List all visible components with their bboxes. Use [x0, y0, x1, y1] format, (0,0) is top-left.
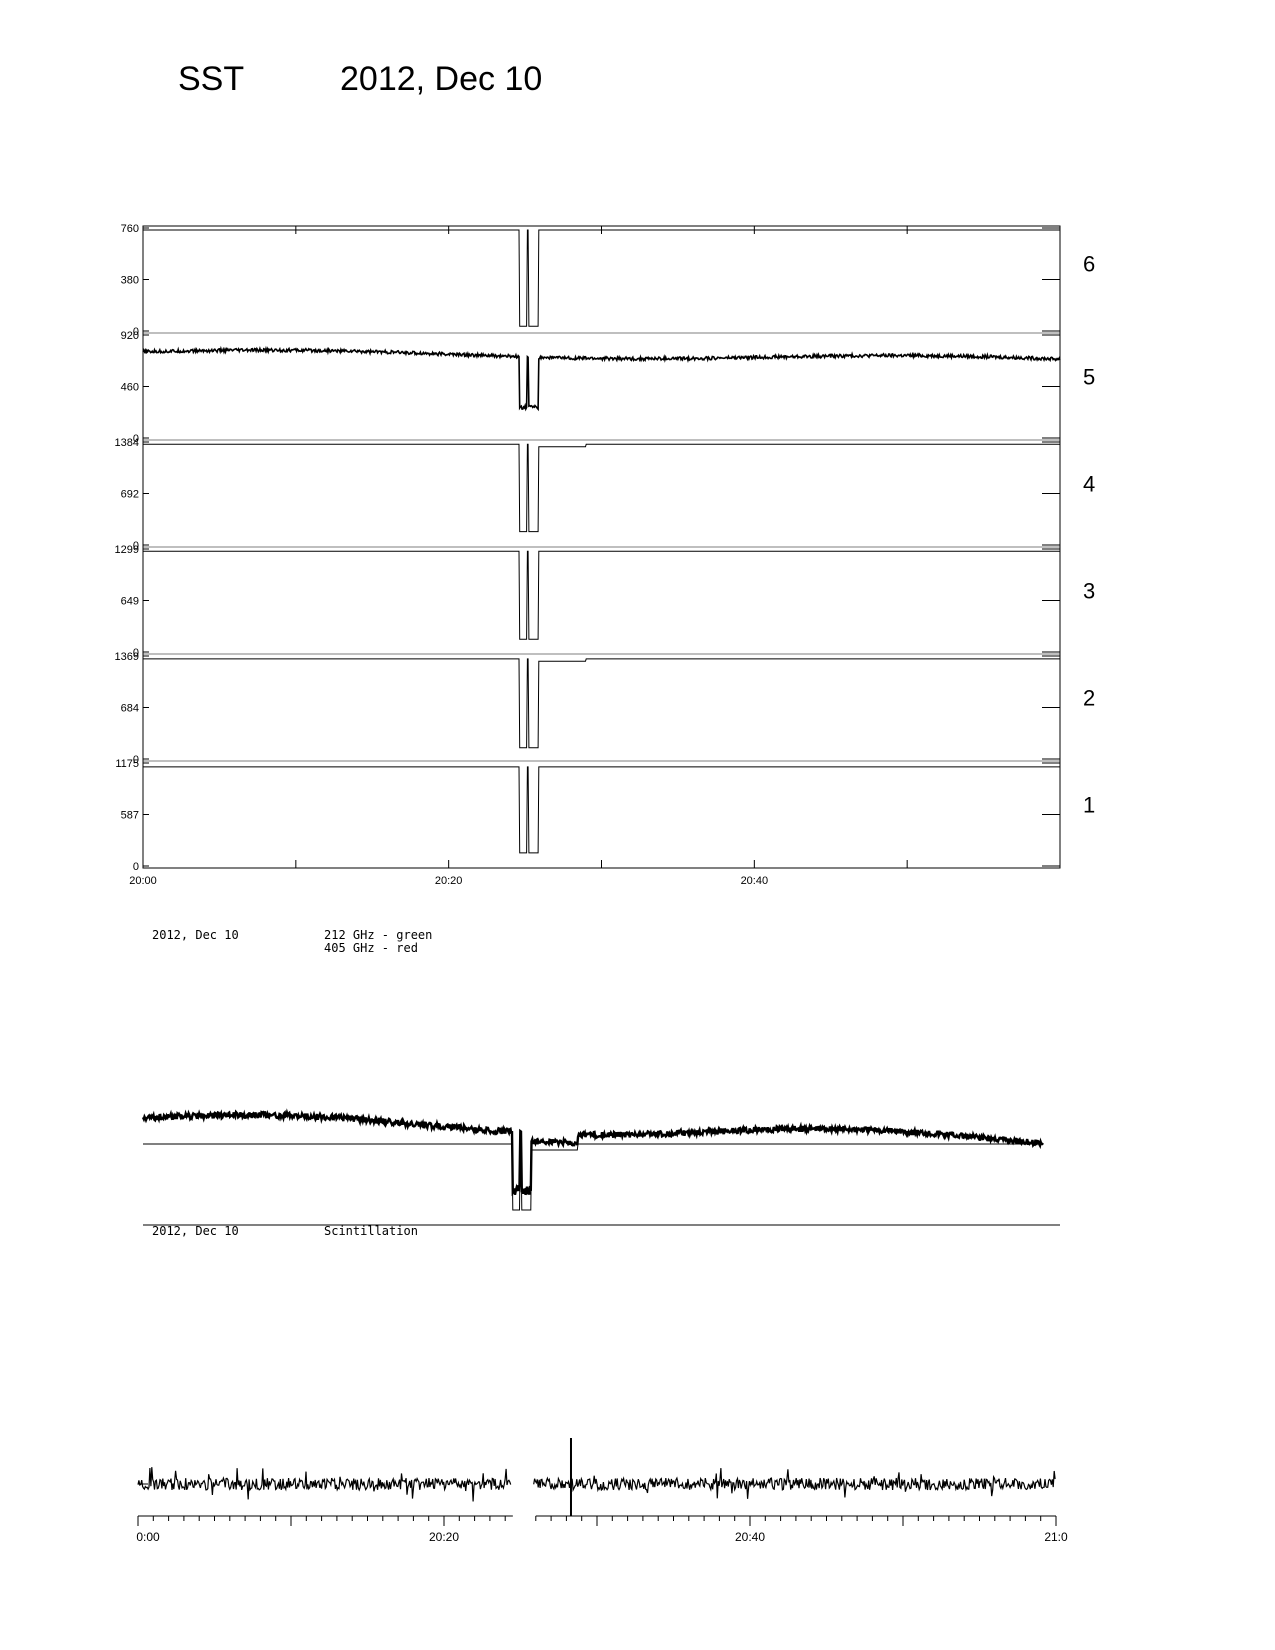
legend-405ghz: 405 GHz - red: [324, 941, 418, 955]
channel-number: 1: [1083, 793, 1095, 818]
panel3-x-label: 21:0: [1044, 1530, 1068, 1544]
channel-trace: [143, 550, 1060, 640]
panel1-x-label: 20:20: [435, 875, 463, 887]
y-tick-label: 684: [121, 703, 139, 715]
y-tick-label: 1175: [115, 758, 139, 770]
y-tick-label: 920: [121, 330, 139, 342]
y-tick-label: 1384: [115, 437, 139, 449]
y-tick-label: 587: [121, 810, 139, 822]
channel-trace: [142, 345, 1061, 412]
trace-212ghz: [141, 1108, 1044, 1197]
channel-number: 2: [1083, 686, 1095, 711]
y-tick-label: 1299: [115, 544, 139, 556]
scintillation-trace-1: [137, 1467, 512, 1502]
y-tick-label: 380: [121, 275, 139, 287]
y-tick-label: 692: [121, 489, 139, 501]
channel-number: 3: [1083, 579, 1095, 604]
y-tick-label: 760: [121, 223, 139, 235]
instrument-title: SST: [178, 60, 245, 98]
channel-number: 5: [1083, 365, 1095, 390]
y-tick-label: 460: [121, 382, 139, 394]
channel-number: 4: [1083, 472, 1095, 497]
y-tick-label: 0: [133, 540, 139, 552]
y-tick-label: 649: [121, 596, 139, 608]
date-title: 2012, Dec 10: [340, 60, 543, 98]
panel3-x-label: 0:00: [136, 1530, 160, 1544]
panel3-label: Scintillation: [324, 1224, 418, 1238]
y-tick-label: 1369: [115, 651, 139, 663]
panel2-date: 2012, Dec 10: [152, 928, 239, 942]
channel-trace: [143, 443, 1060, 533]
channel-number: 6: [1083, 252, 1095, 277]
panel1-x-label: 20:40: [741, 875, 769, 887]
panel3-x-label: 20:40: [735, 1530, 765, 1544]
scintillation-trace-2: [533, 1468, 1056, 1499]
y-tick-label: 0: [133, 754, 139, 766]
channel-trace: [143, 766, 1060, 854]
y-tick-label: 0: [133, 326, 139, 338]
trace-405ghz: [143, 1143, 1043, 1211]
channel-trace: [143, 229, 1060, 327]
panel3-x-label: 20:20: [429, 1530, 459, 1544]
y-tick-label: 0: [133, 433, 139, 445]
channel-trace: [143, 658, 1060, 749]
y-tick-label: 0: [133, 647, 139, 659]
y-tick-label: 0: [133, 861, 139, 873]
panel3-date: 2012, Dec 10: [152, 1224, 239, 1238]
legend-212ghz: 212 GHz - green: [324, 928, 433, 942]
panel1-x-label: 20:00: [129, 875, 157, 887]
